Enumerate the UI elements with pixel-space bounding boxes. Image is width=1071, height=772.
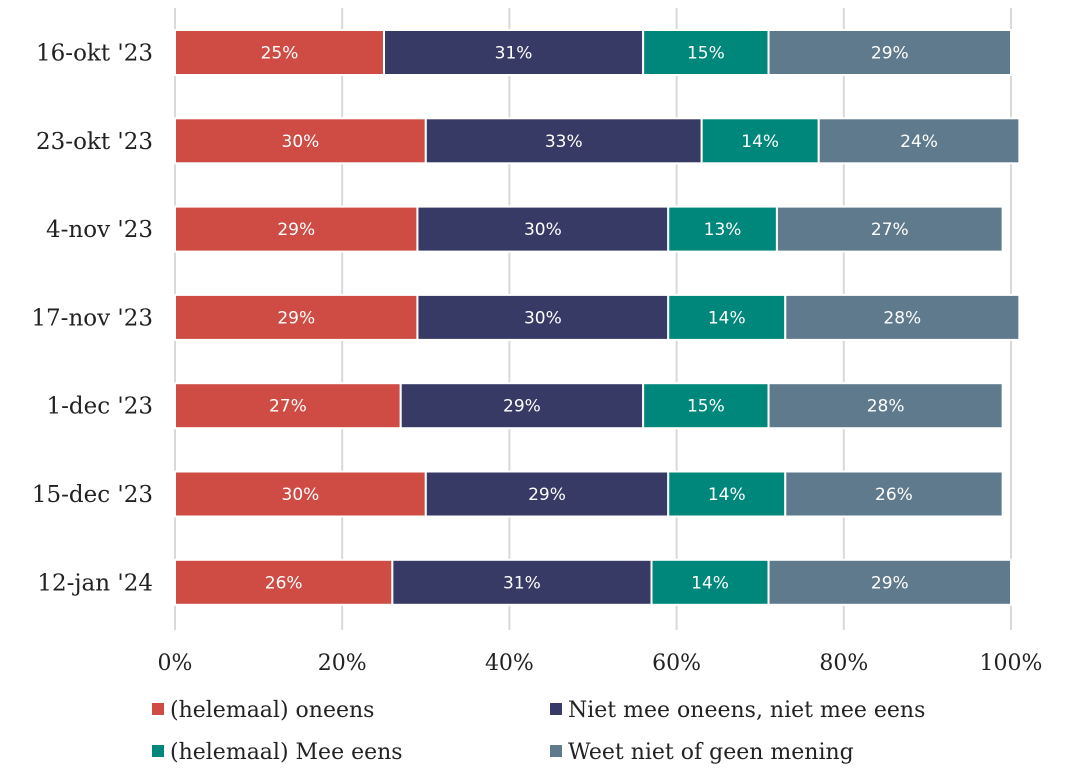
bar-segment-2-1 <box>416 205 670 253</box>
x-axis-tick-labels: 0% 20% 40% 60% 80% 100% <box>158 651 1043 676</box>
data-label-3-2: 14% <box>708 308 746 328</box>
data-label-4-3: 28% <box>867 397 905 417</box>
bar-segment-2-2 <box>667 205 778 253</box>
bar-row-3: 17-nov '23 29% 30% 14% 28% <box>31 293 1021 341</box>
bar-segment-6-2 <box>650 558 770 606</box>
data-label-2-1: 30% <box>524 220 562 240</box>
legend-item-2: (helemaal) Mee eens <box>152 740 403 765</box>
bar-segment-3-1 <box>416 293 670 341</box>
data-label-2-2: 13% <box>704 220 742 240</box>
data-label-1-2: 14% <box>741 132 779 152</box>
bar-row-5: 15-dec '23 30% 29% 14% 26% <box>32 470 1004 518</box>
bar-segment-2-3 <box>775 205 1004 253</box>
legend-item-0: (helemaal) oneens <box>152 698 374 723</box>
bar-segment-4-0 <box>174 382 402 430</box>
data-label-2-0: 29% <box>277 220 315 240</box>
data-label-0-3: 29% <box>871 44 909 64</box>
legend-label-1: Niet mee oneens, niet mee eens <box>568 698 925 723</box>
data-label-0-1: 31% <box>495 44 533 64</box>
bar-segment-1-1 <box>424 117 703 165</box>
x-tick-label-4: 80% <box>819 651 868 676</box>
data-label-4-1: 29% <box>503 397 541 417</box>
data-label-1-1: 33% <box>545 132 583 152</box>
bar-segment-0-0 <box>174 29 385 76</box>
bar-segment-3-3 <box>784 293 1021 341</box>
data-label-3-0: 29% <box>277 308 315 328</box>
data-label-1-3: 24% <box>900 132 938 152</box>
data-label-6-0: 26% <box>265 573 303 593</box>
bar-segment-2-0 <box>174 205 419 253</box>
x-tick-label-5: 100% <box>980 651 1043 676</box>
x-tick-label-1: 20% <box>318 651 367 676</box>
data-label-6-1: 31% <box>503 573 541 593</box>
bar-row-4: 1-dec '23 27% 29% 15% 28% <box>46 382 1004 430</box>
legend-swatch-3 <box>550 745 562 757</box>
data-label-3-1: 30% <box>524 308 562 328</box>
bar-row-6: 12-jan '24 26% 31% 14% 29% <box>37 558 1012 606</box>
bar-segment-1-2 <box>700 117 820 165</box>
data-label-5-1: 29% <box>528 485 566 505</box>
legend-item-1: Niet mee oneens, niet mee eens <box>550 698 925 723</box>
category-label-4: 1-dec '23 <box>46 394 153 420</box>
data-label-6-3: 29% <box>871 573 909 593</box>
data-label-0-2: 15% <box>687 44 725 64</box>
bar-segment-5-2 <box>667 470 787 518</box>
legend-label-0: (helemaal) oneens <box>170 698 374 723</box>
category-label-1: 23-okt '23 <box>36 129 153 155</box>
data-label-5-2: 14% <box>708 485 746 505</box>
x-tick-label-3: 60% <box>652 651 701 676</box>
bar-row-1: 23-okt '23 30% 33% 14% 24% <box>36 117 1021 165</box>
legend-item-3: Weet niet of geen mening <box>550 740 854 765</box>
bar-row-2: 4-nov '23 29% 30% 13% 27% <box>46 205 1004 253</box>
bars: 16-okt '23 25% 31% 15% 29% 23-okt '23 30% 33% 14… <box>31 29 1021 606</box>
bar-segment-3-0 <box>174 293 419 341</box>
bar-segment-0-3 <box>767 29 1012 76</box>
bar-segment-1-3 <box>817 117 1021 165</box>
x-tick-label-0: 0% <box>158 651 193 676</box>
data-label-4-2: 15% <box>687 397 725 417</box>
data-label-2-3: 27% <box>871 220 909 240</box>
data-label-5-3: 26% <box>875 485 913 505</box>
bar-segment-6-3 <box>767 558 1012 606</box>
legend-label-2: (helemaal) Mee eens <box>170 740 403 765</box>
bar-segment-6-1 <box>391 558 653 606</box>
category-label-2: 4-nov '23 <box>46 217 153 243</box>
category-label-3: 17-nov '23 <box>31 305 153 331</box>
bar-row-0: 16-okt '23 25% 31% 15% 29% <box>36 29 1012 76</box>
legend-swatch-1 <box>550 703 562 715</box>
data-label-1-0: 30% <box>282 132 320 152</box>
data-label-4-0: 27% <box>269 397 307 417</box>
legend-label-3: Weet niet of geen mening <box>568 740 854 765</box>
legend: (helemaal) oneens Niet mee oneens, niet m… <box>152 698 925 765</box>
category-label-0: 16-okt '23 <box>36 41 153 67</box>
bar-segment-1-0 <box>174 117 427 165</box>
category-label-5: 15-dec '23 <box>32 482 153 508</box>
category-label-6: 12-jan '24 <box>37 570 153 596</box>
bar-segment-5-3 <box>784 470 1004 518</box>
bar-segment-4-1 <box>399 382 645 430</box>
legend-swatch-2 <box>152 745 164 757</box>
data-label-5-0: 30% <box>282 485 320 505</box>
data-label-0-0: 25% <box>261 44 299 64</box>
data-label-6-2: 14% <box>691 573 729 593</box>
x-tick-label-2: 40% <box>485 651 534 676</box>
bar-segment-4-3 <box>767 382 1004 430</box>
data-label-3-3: 28% <box>883 308 921 328</box>
legend-swatch-0 <box>152 703 164 715</box>
